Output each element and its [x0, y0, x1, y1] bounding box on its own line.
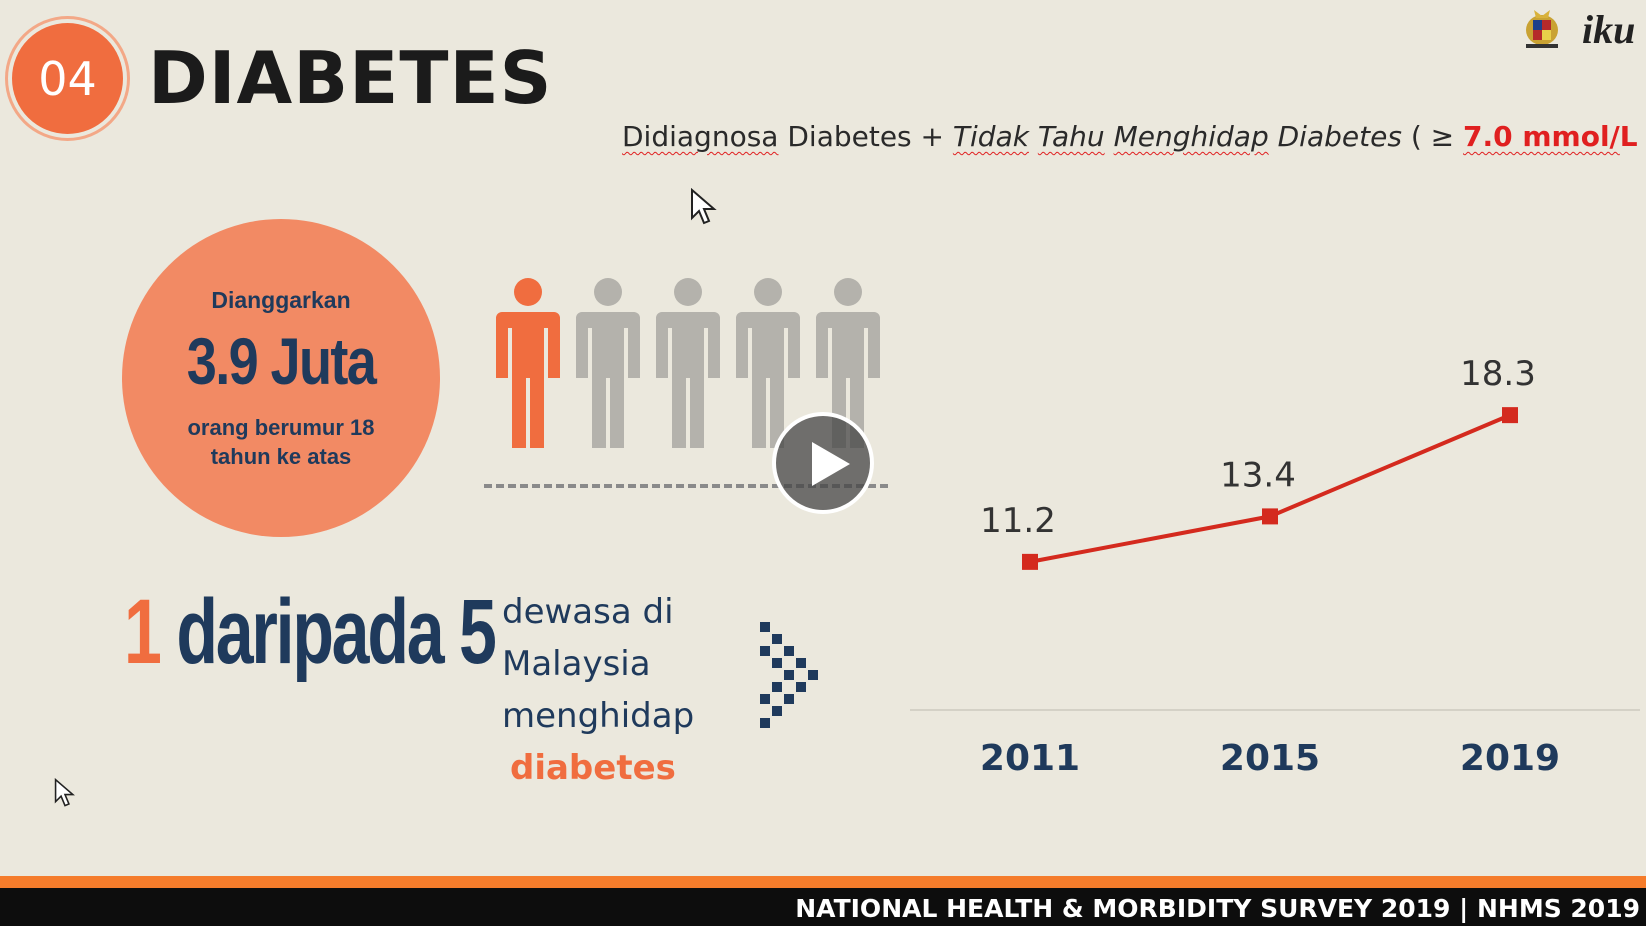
data-point [1502, 407, 1518, 424]
prevalence-line-chart: 11.2 2011 13.4 2015 18.3 2019 [910, 360, 1640, 779]
data-label: 11.2 [980, 501, 1056, 541]
mouse-cursor-icon [691, 188, 717, 225]
footer-accent-line [0, 876, 1646, 888]
ratio-one: 1 [124, 581, 162, 683]
iku-logo: iku [1582, 7, 1636, 52]
person-icon-highlighted [496, 278, 560, 448]
desc-line-2: Malaysia [502, 644, 651, 684]
x-tick-label: 2015 [1220, 738, 1320, 779]
formula-tidak: Tidak [952, 120, 1029, 153]
formula-diagnosed: Didiagnosa [622, 120, 779, 153]
ratio-text: daripada 5 [159, 581, 497, 683]
diabetes-definition: Didiagnosa Diabetes + Tidak Tahu Menghid… [622, 120, 1646, 153]
estimate-description: orang berumur 18 tahun ke atas [187, 415, 375, 469]
estimate-value: 3.9 Juta [186, 324, 377, 398]
data-label: 18.3 [1460, 360, 1536, 394]
desc-line-4: diabetes [510, 748, 676, 788]
data-label: 13.4 [1220, 455, 1296, 495]
formula-space2 [1105, 120, 1114, 153]
data-point [1022, 553, 1038, 570]
section-number-badge: 04 [12, 23, 123, 134]
x-tick-label: 2019 [1460, 738, 1560, 779]
footer-bar: NATIONAL HEALTH & MORBIDITY SURVEY 2019 … [0, 888, 1646, 926]
formula-diabetes: Diabetes [1268, 120, 1402, 153]
formula-menghidap: Menghidap [1113, 120, 1269, 153]
people-baseline [484, 484, 888, 488]
desc-line-3: menghidap [502, 696, 695, 736]
ratio-description: dewasa di Malaysia menghidap diabetes [502, 586, 694, 794]
x-tick-label: 2011 [980, 738, 1080, 779]
formula-threshold: 7.0 mmol/ [1463, 120, 1620, 153]
formula-plus: Diabetes + [778, 120, 953, 153]
desc-line-1: dewasa di [502, 592, 674, 632]
person-icon [736, 278, 800, 448]
estimate-circle: Dianggarkan 3.9 Juta orang berumur 18 ta… [122, 219, 440, 537]
formula-paren-close: ) [1638, 120, 1646, 153]
slide-title: DIABETES [148, 36, 553, 120]
play-video-button[interactable] [772, 412, 874, 514]
formula-paren-open: ( ≥ [1401, 120, 1464, 153]
formula-space1 [1029, 120, 1038, 153]
person-icon [656, 278, 720, 448]
ratio-statement: 1 daripada 5 [124, 580, 497, 685]
estimate-label: Dianggarkan [211, 287, 351, 313]
dotted-arrow-icon [760, 622, 818, 728]
people-icons [496, 278, 880, 448]
crest-icon [1526, 10, 1558, 48]
formula-tahu: Tahu [1037, 120, 1105, 153]
footer-text: NATIONAL HEALTH & MORBIDITY SURVEY 2019 … [795, 894, 1640, 923]
logos: iku [1520, 6, 1642, 56]
data-point [1262, 508, 1278, 525]
person-icon [576, 278, 640, 448]
formula-unit-l: L [1619, 120, 1638, 153]
mouse-cursor-icon [54, 778, 75, 807]
